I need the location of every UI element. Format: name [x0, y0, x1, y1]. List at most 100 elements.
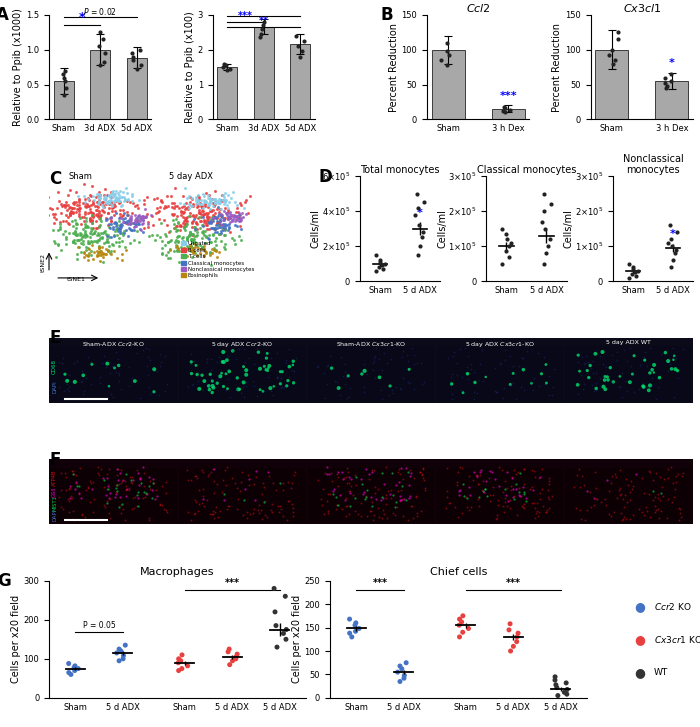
Point: [290, 30, 302, 41]
Point: [550, 116, 561, 127]
Point: [156, 248, 167, 260]
Point: [102, 244, 113, 256]
Point: [442, 59, 453, 71]
Point: [102, 229, 113, 241]
Point: [197, 219, 208, 230]
Point: [74, 209, 85, 220]
Point: [541, 247, 552, 259]
Point: [105, 215, 116, 227]
Text: ●: ●: [634, 666, 645, 678]
Point: [538, 258, 550, 270]
Point: [88, 198, 99, 209]
Point: [94, 230, 105, 241]
Point: [370, 265, 382, 277]
Point: [232, 648, 243, 660]
Point: [223, 212, 235, 224]
Point: [130, 218, 141, 230]
Point: [134, 209, 145, 221]
Point: [531, 167, 542, 179]
Point: [549, 372, 560, 384]
Point: [213, 197, 224, 209]
Point: [184, 239, 195, 251]
Point: [105, 191, 116, 203]
Point: [118, 653, 129, 664]
Point: [85, 206, 96, 218]
Point: [216, 235, 227, 246]
Point: [132, 63, 143, 75]
Point: [205, 194, 216, 206]
Point: [178, 222, 190, 234]
Point: [85, 212, 96, 224]
Point: [628, 263, 639, 275]
Point: [169, 222, 181, 234]
Point: [69, 225, 80, 237]
Point: [52, 202, 63, 214]
Point: [94, 189, 105, 201]
Point: [98, 227, 109, 238]
Point: [88, 198, 99, 210]
Point: [213, 219, 224, 230]
Point: [105, 212, 116, 224]
Point: [666, 240, 678, 252]
Point: [110, 225, 121, 237]
Point: [91, 191, 102, 203]
Point: [110, 223, 121, 235]
FancyBboxPatch shape: [50, 346, 176, 402]
Point: [52, 187, 63, 198]
Point: [191, 240, 202, 252]
Point: [87, 190, 98, 202]
Point: [69, 214, 80, 226]
Point: [207, 212, 218, 224]
Point: [54, 223, 65, 235]
Point: [100, 228, 111, 240]
Point: [118, 228, 130, 239]
Point: [179, 200, 190, 212]
Point: [221, 207, 232, 219]
Point: [212, 220, 223, 231]
Point: [64, 218, 75, 230]
Point: [65, 205, 76, 217]
Point: [211, 217, 223, 229]
Point: [48, 225, 59, 236]
Point: [111, 647, 122, 659]
Point: [224, 63, 235, 75]
Point: [172, 211, 183, 222]
Point: [208, 209, 219, 220]
Point: [226, 209, 237, 221]
Point: [208, 222, 219, 234]
Point: [174, 203, 185, 214]
Point: [92, 196, 103, 208]
Point: [186, 200, 197, 212]
Text: ***: ***: [238, 11, 253, 21]
Point: [189, 211, 200, 222]
Point: [172, 235, 183, 246]
Point: [350, 617, 361, 629]
Point: [443, 49, 454, 61]
Point: [153, 206, 164, 218]
Point: [206, 217, 217, 229]
Point: [175, 209, 186, 221]
Point: [209, 197, 220, 209]
Point: [97, 248, 108, 260]
Point: [180, 214, 191, 226]
Point: [94, 210, 105, 222]
Point: [219, 222, 230, 233]
Point: [607, 57, 618, 69]
Point: [184, 241, 195, 253]
Point: [87, 253, 98, 265]
Point: [457, 627, 468, 638]
Point: [213, 246, 224, 257]
Point: [88, 209, 99, 220]
Title: Macrophages: Macrophages: [140, 567, 215, 577]
FancyBboxPatch shape: [437, 467, 563, 523]
Point: [83, 237, 94, 249]
Text: ●: ●: [634, 632, 645, 646]
Bar: [127, 58, 147, 119]
Point: [205, 204, 216, 215]
Point: [218, 212, 230, 224]
Point: [56, 201, 67, 212]
Point: [178, 220, 189, 232]
Point: [83, 201, 94, 212]
Point: [188, 228, 199, 240]
Point: [180, 202, 191, 214]
